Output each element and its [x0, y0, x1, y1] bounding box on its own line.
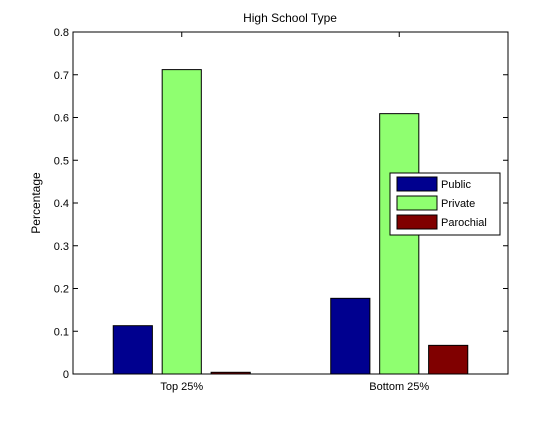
x-axis: Top 25% Bottom 25%	[160, 32, 429, 393]
bar-parochial-2	[428, 344, 469, 375]
legend-label: Public	[441, 179, 471, 191]
legend-swatch	[396, 214, 438, 230]
y-tick-label: 0.1	[54, 326, 69, 338]
legend-swatch	[396, 176, 438, 192]
y-tick-label: 0.5	[54, 155, 69, 167]
bars-group	[112, 69, 469, 375]
y-axis-label: Percentage	[29, 172, 43, 234]
y-axis: 0 0.1 0.2 0.3 0.4 0.5 0.6 0.7 0.8	[54, 27, 508, 381]
bar-public-1	[112, 325, 153, 375]
bar-public-2	[330, 297, 371, 375]
legend: Public Private Parochial	[389, 172, 501, 236]
bar-parochial-1	[210, 371, 251, 375]
y-tick-label: 0.6	[54, 113, 69, 125]
y-tick-label: 0.2	[54, 284, 69, 296]
x-tick-label: Bottom 25%	[369, 381, 429, 393]
legend-label: Private	[441, 198, 475, 210]
bar-private-2	[379, 113, 420, 375]
y-tick-label: 0.4	[54, 198, 69, 210]
y-tick-label: 0.7	[54, 70, 69, 82]
legend-swatch	[396, 195, 438, 211]
y-tick-label: 0.8	[54, 27, 69, 39]
legend-label: Parochial	[441, 217, 487, 229]
y-tick-label: 0	[63, 369, 69, 381]
x-tick-label: Top 25%	[160, 381, 203, 393]
bar-private-1	[161, 69, 202, 375]
y-tick-label: 0.3	[54, 241, 69, 253]
chart-title: High School Type	[243, 11, 337, 25]
